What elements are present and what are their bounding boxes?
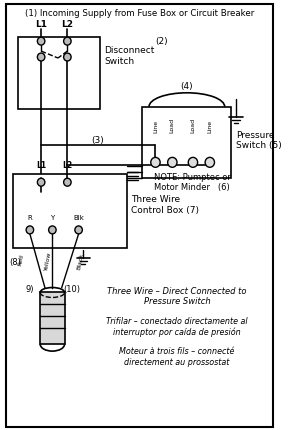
Circle shape	[188, 157, 197, 167]
Circle shape	[49, 226, 56, 234]
Text: Load: Load	[191, 117, 195, 132]
Circle shape	[64, 178, 71, 186]
Circle shape	[37, 178, 45, 186]
Text: Line: Line	[207, 120, 212, 132]
Text: (2): (2)	[155, 37, 168, 46]
Text: Black: Black	[77, 253, 84, 270]
Text: (1) Incoming Supply from Fuse Box or Circuit Breaker: (1) Incoming Supply from Fuse Box or Cir…	[25, 9, 254, 18]
Text: (3): (3)	[91, 136, 104, 145]
Text: (10): (10)	[64, 285, 81, 294]
Text: Moteur à trois fils – connecté
directement au prossostat: Moteur à trois fils – connecté directeme…	[119, 347, 235, 366]
Circle shape	[37, 37, 45, 45]
Text: L1: L1	[35, 20, 47, 29]
Circle shape	[64, 37, 71, 45]
Circle shape	[151, 157, 160, 167]
Bar	[13, 174, 127, 248]
Text: L2: L2	[61, 20, 73, 29]
Text: Red: Red	[17, 253, 24, 266]
Bar	[142, 107, 231, 178]
Text: R: R	[28, 215, 32, 221]
Text: Blk: Blk	[73, 215, 84, 221]
Text: NOTE: Pumptec or
Motor Minder   (6): NOTE: Pumptec or Motor Minder (6)	[154, 172, 231, 192]
Text: L2: L2	[62, 161, 72, 170]
Text: Yellow: Yellow	[44, 252, 53, 272]
Text: Disconnect
Switch: Disconnect Switch	[104, 46, 154, 66]
Text: Trifilar – conectado directamente al
interruptor por caída de presión: Trifilar – conectado directamente al int…	[106, 317, 248, 337]
Circle shape	[205, 157, 215, 167]
Circle shape	[64, 53, 71, 61]
Circle shape	[75, 226, 82, 234]
Text: Y: Y	[50, 215, 55, 221]
Text: (4): (4)	[181, 82, 193, 91]
Text: 9): 9)	[25, 285, 34, 294]
Text: L1: L1	[36, 161, 46, 170]
Circle shape	[168, 157, 177, 167]
Text: Load: Load	[170, 117, 175, 132]
Bar	[18, 37, 100, 109]
Circle shape	[26, 226, 34, 234]
Circle shape	[37, 53, 45, 61]
Text: Pressure
Switch (5): Pressure Switch (5)	[236, 131, 282, 150]
Text: (8): (8)	[9, 258, 21, 267]
Text: Line: Line	[153, 120, 158, 132]
Bar	[40, 292, 65, 344]
Text: Three Wire
Control Box (7): Three Wire Control Box (7)	[131, 195, 199, 215]
Text: Three Wire – Direct Connected to
Pressure Switch: Three Wire – Direct Connected to Pressur…	[107, 286, 247, 306]
